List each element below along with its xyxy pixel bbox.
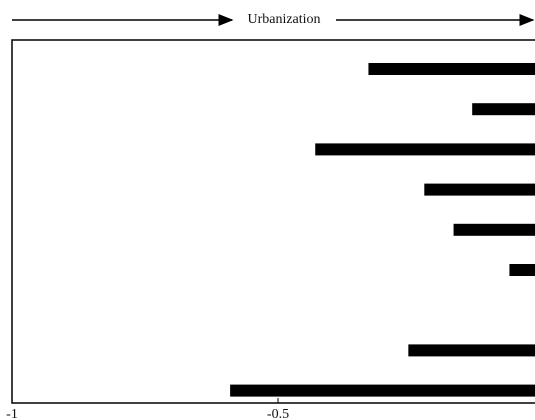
bar <box>230 384 535 397</box>
x-tick-label: -0.5 <box>267 407 289 420</box>
bar <box>368 63 535 75</box>
chart-title: Urbanization <box>247 12 320 27</box>
x-tick-label: -1 <box>6 407 18 420</box>
bar <box>408 344 535 357</box>
bar <box>424 183 535 196</box>
bar <box>315 143 535 156</box>
bar <box>453 223 535 236</box>
bar <box>509 264 535 276</box>
bar <box>472 103 535 116</box>
plot-frame <box>11 39 535 404</box>
